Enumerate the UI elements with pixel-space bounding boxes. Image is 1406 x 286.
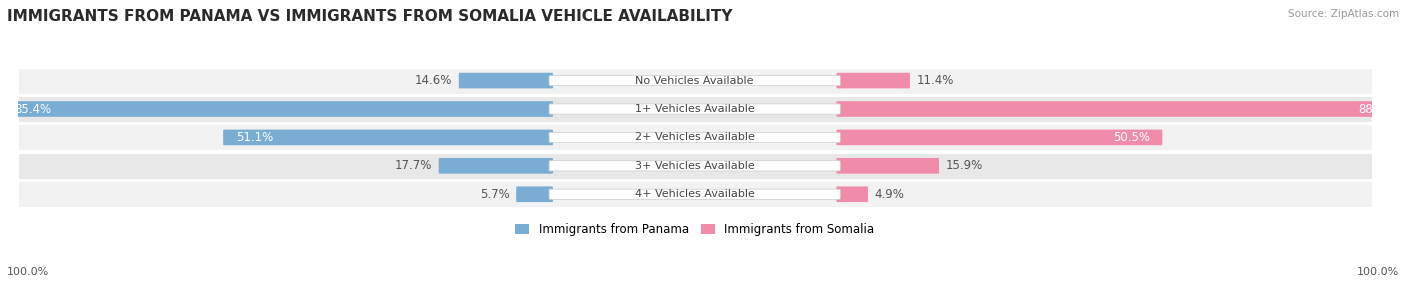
FancyBboxPatch shape (224, 130, 553, 145)
Text: 17.7%: 17.7% (395, 159, 433, 172)
FancyBboxPatch shape (550, 189, 841, 199)
Bar (18, 153, 1372, 179)
Text: 11.4%: 11.4% (917, 74, 953, 87)
FancyBboxPatch shape (516, 186, 553, 202)
Bar (18, 124, 1372, 150)
FancyBboxPatch shape (550, 104, 841, 114)
FancyBboxPatch shape (550, 76, 841, 86)
FancyBboxPatch shape (837, 158, 939, 174)
FancyBboxPatch shape (837, 73, 910, 88)
FancyBboxPatch shape (837, 186, 868, 202)
Text: 4+ Vehicles Available: 4+ Vehicles Available (634, 189, 755, 199)
Text: 4.9%: 4.9% (875, 188, 904, 201)
Text: 1+ Vehicles Available: 1+ Vehicles Available (636, 104, 755, 114)
Text: No Vehicles Available: No Vehicles Available (636, 76, 754, 86)
FancyBboxPatch shape (837, 130, 1163, 145)
FancyBboxPatch shape (439, 158, 553, 174)
Text: 88.6%: 88.6% (1358, 102, 1396, 116)
Text: Source: ZipAtlas.com: Source: ZipAtlas.com (1288, 9, 1399, 19)
Text: 100.0%: 100.0% (1357, 267, 1399, 277)
Bar (18, 96, 1372, 122)
Text: 50.5%: 50.5% (1112, 131, 1150, 144)
FancyBboxPatch shape (837, 101, 1406, 117)
Legend: Immigrants from Panama, Immigrants from Somalia: Immigrants from Panama, Immigrants from … (510, 218, 879, 241)
Text: 100.0%: 100.0% (7, 267, 49, 277)
Bar (18, 67, 1372, 94)
Text: 3+ Vehicles Available: 3+ Vehicles Available (636, 161, 755, 171)
Text: IMMIGRANTS FROM PANAMA VS IMMIGRANTS FROM SOMALIA VEHICLE AVAILABILITY: IMMIGRANTS FROM PANAMA VS IMMIGRANTS FRO… (7, 9, 733, 23)
FancyBboxPatch shape (550, 132, 841, 142)
Text: 14.6%: 14.6% (415, 74, 453, 87)
Text: 15.9%: 15.9% (945, 159, 983, 172)
Text: 2+ Vehicles Available: 2+ Vehicles Available (634, 132, 755, 142)
FancyBboxPatch shape (550, 161, 841, 171)
Text: 5.7%: 5.7% (481, 188, 510, 201)
Bar (18, 181, 1372, 207)
Text: 51.1%: 51.1% (236, 131, 273, 144)
Text: 85.4%: 85.4% (14, 102, 52, 116)
FancyBboxPatch shape (1, 101, 553, 117)
FancyBboxPatch shape (458, 73, 553, 88)
